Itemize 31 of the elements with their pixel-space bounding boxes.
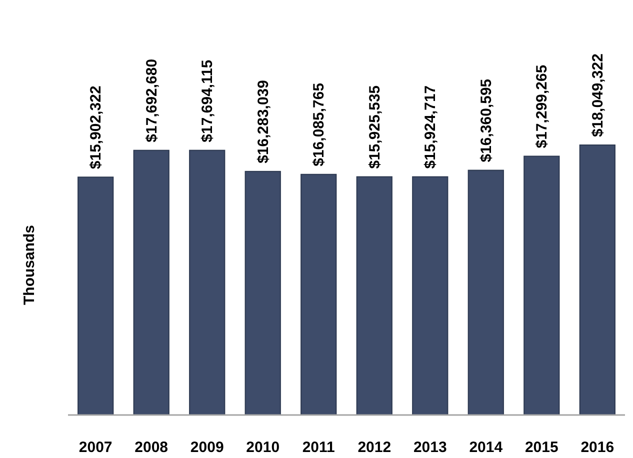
data-label: $17,694,115: [199, 60, 216, 142]
data-label: $16,360,595: [478, 78, 495, 162]
data-label: $16,085,765: [310, 82, 328, 166]
bar: [244, 170, 281, 416]
x-tick-label: 2015: [524, 439, 558, 456]
x-tick-label: 2012: [358, 439, 392, 456]
data-label: $17,299,265: [534, 64, 551, 148]
bar: [189, 150, 226, 416]
y-axis-title: Thousands: [21, 224, 38, 306]
bar: [412, 176, 448, 416]
bar: [524, 156, 560, 416]
x-tick-label: 2011: [302, 439, 335, 456]
x-tick-label: 2007: [78, 439, 112, 456]
x-tick-label: 2013: [413, 439, 447, 456]
data-label: $15,925,535: [366, 85, 384, 169]
data-label: $15,902,322: [88, 86, 105, 170]
bar: [300, 174, 337, 416]
x-tick-label: 2014: [469, 439, 504, 456]
bar: [78, 176, 114, 416]
x-tick-label: 2016: [580, 439, 614, 456]
bar: [356, 176, 392, 416]
x-tick-label: 2008: [134, 439, 168, 456]
bar: [579, 144, 616, 416]
bar: [468, 170, 504, 416]
data-label: $18,049,322: [589, 54, 606, 137]
data-label: $17,692,680: [143, 58, 160, 142]
x-tick-label: 2010: [246, 439, 280, 456]
x-tick-label: 2009: [190, 439, 224, 456]
bar: [133, 150, 170, 416]
data-label: $15,924,717: [422, 85, 440, 169]
data-label: $16,283,039: [254, 80, 272, 164]
